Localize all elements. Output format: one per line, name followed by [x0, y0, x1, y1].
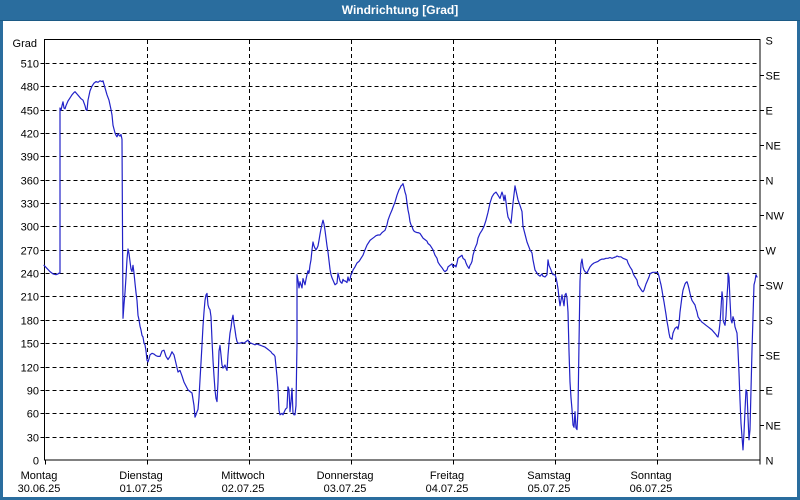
- y-axis-label: 360: [21, 176, 39, 188]
- compass-label: SE: [766, 71, 781, 83]
- y-axis-label: 390: [21, 152, 39, 164]
- compass-label: NE: [766, 421, 781, 433]
- compass-label: S: [766, 316, 773, 328]
- y-axis-label: 30: [27, 433, 39, 445]
- right-axis: S SE E NE N NW W SW S SE E NE N: [760, 36, 784, 468]
- chart-area: 0 30 60 90 120 150 180 210 240 270 300 330 360 390 420…: [3, 21, 797, 497]
- v-gridlines: [147, 40, 658, 460]
- day-name-label: Donnerstag: [317, 470, 374, 482]
- compass-label: N: [766, 456, 774, 468]
- y-axis-label: 210: [21, 292, 39, 304]
- axis-frame: [44, 39, 761, 461]
- series: [43, 80, 758, 451]
- y-axis-unit-label: Grad: [13, 38, 37, 50]
- day-date-label: 01.07.25: [120, 483, 163, 495]
- y-axis-label: 420: [21, 129, 39, 141]
- y-axis-label: 270: [21, 246, 39, 258]
- compass-label: SW: [766, 281, 784, 293]
- day-name-label: Samstag: [527, 470, 570, 482]
- day-name-label: Sonntag: [631, 470, 672, 482]
- compass-label: S: [766, 36, 773, 48]
- day-date-label: 30.06.25: [18, 483, 61, 495]
- compass-label: E: [766, 106, 773, 118]
- y-axis-label: 480: [21, 82, 39, 94]
- day-date-label: 04.07.25: [426, 483, 469, 495]
- compass-label: E: [766, 386, 773, 398]
- y-axis-label: 450: [21, 106, 39, 118]
- compass-label: NE: [766, 141, 781, 153]
- day-date-label: 05.07.25: [528, 483, 571, 495]
- wind-direction-line: [43, 80, 758, 451]
- day-date-label: 02.07.25: [222, 483, 265, 495]
- y-axis-label: 60: [27, 409, 39, 421]
- compass-label: W: [766, 246, 777, 258]
- y-axis-label: 510: [21, 59, 39, 71]
- day-name-label: Montag: [21, 470, 58, 482]
- compass-label: N: [766, 176, 774, 188]
- day-date-label: 06.07.25: [630, 483, 673, 495]
- y-axis-label: 120: [21, 363, 39, 375]
- y-axis-label: 240: [21, 269, 39, 281]
- h-gridlines: [45, 63, 760, 438]
- y-axis-label: 90: [27, 386, 39, 398]
- y-axis-label: 150: [21, 339, 39, 351]
- wind-direction-chart: 0 30 60 90 120 150 180 210 240 270 300 330 360 390 420…: [13, 36, 785, 496]
- day-name-label: Dienstag: [119, 470, 162, 482]
- y-axis-label: 0: [33, 456, 39, 468]
- day-name-label: Mittwoch: [221, 470, 264, 482]
- day-name-label: Freitag: [430, 470, 464, 482]
- left-axis: 0 30 60 90 120 150 180 210 240 270 300 330 360 390 420…: [13, 38, 45, 468]
- compass-label: NW: [766, 211, 785, 223]
- y-axis-label: 330: [21, 199, 39, 211]
- y-axis-label: 300: [21, 222, 39, 234]
- y-axis-label: 180: [21, 316, 39, 328]
- window-title: Windrichtung [Grad]: [0, 0, 800, 21]
- compass-label: SE: [766, 351, 781, 363]
- day-date-label: 03.07.25: [324, 483, 367, 495]
